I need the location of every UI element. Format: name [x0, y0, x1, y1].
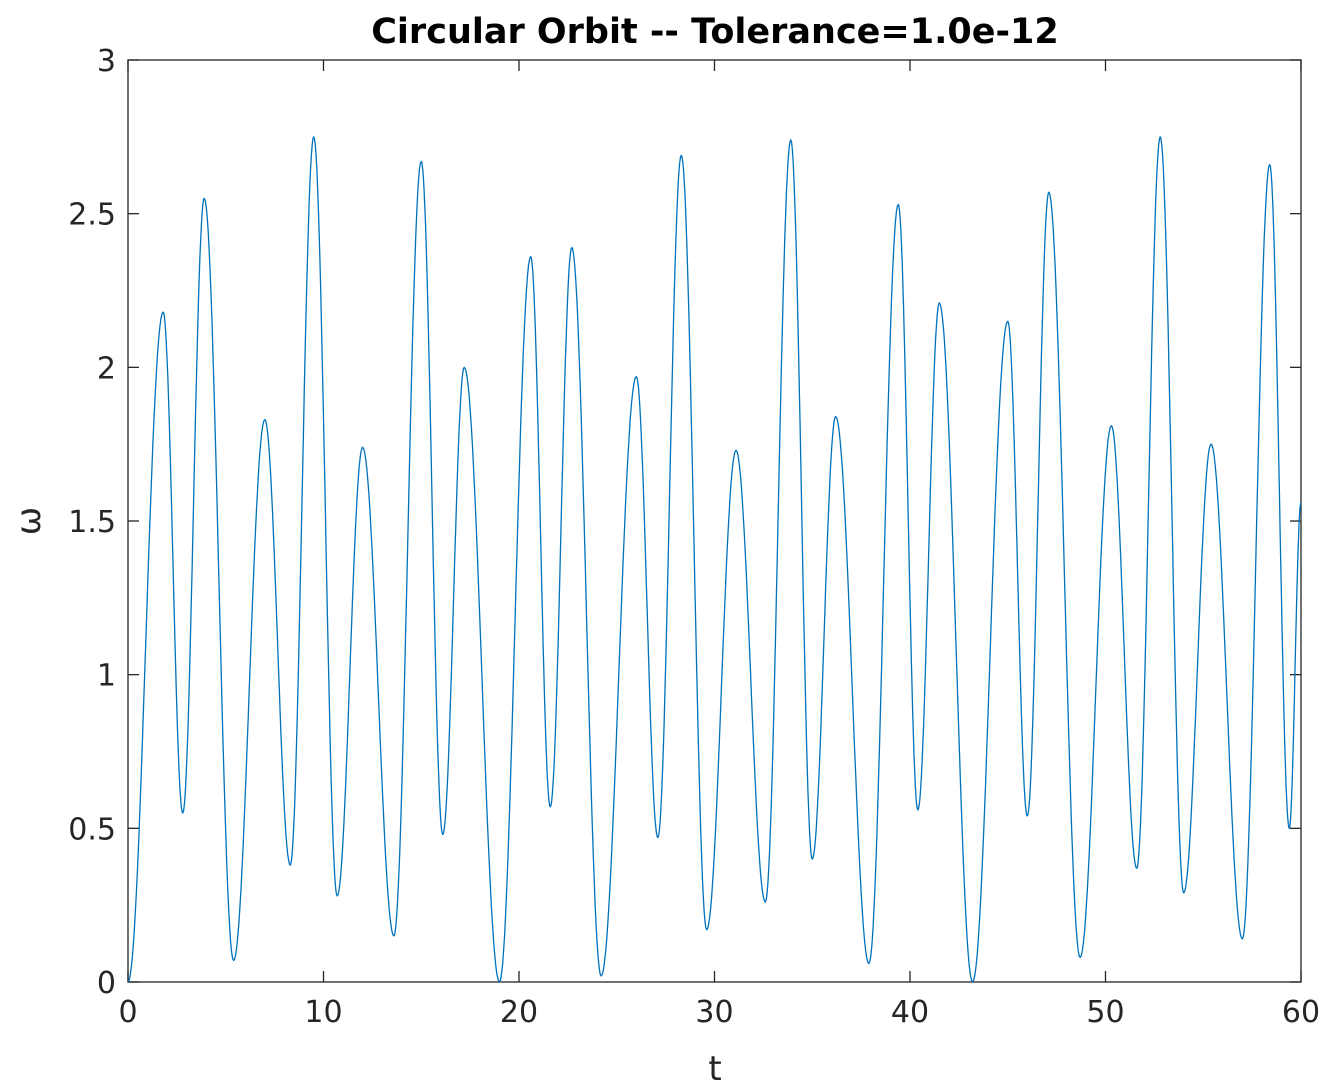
- y-tick-label: 0: [97, 966, 116, 1001]
- plot-area: 0 10 20 30 40 50 60 0 0.5 1 1.5 2 2.5 3: [68, 44, 1320, 1030]
- x-tick-label: 10: [304, 995, 342, 1030]
- y-tick-label: 0.5: [68, 812, 116, 847]
- x-tick-label: 0: [118, 995, 137, 1030]
- y-tick-label: 1.5: [68, 505, 116, 540]
- y-tick-label: 1: [97, 659, 116, 694]
- x-tick-label: 30: [695, 995, 733, 1030]
- chart-title: Circular Orbit -- Tolerance=1.0e-12: [371, 12, 1058, 52]
- y-axis-label: ω: [9, 507, 49, 535]
- x-tick-label: 40: [891, 995, 929, 1030]
- y-tick-label: 3: [97, 44, 116, 79]
- y-tick-label: 2: [97, 351, 116, 386]
- series-line: [127, 136, 1302, 983]
- x-tick-label: 50: [1086, 995, 1124, 1030]
- x-axis-label: t: [708, 1049, 721, 1086]
- x-tick-label: 20: [500, 995, 538, 1030]
- y-tick-label: 2.5: [68, 198, 116, 233]
- x-tick-label: 60: [1282, 995, 1320, 1030]
